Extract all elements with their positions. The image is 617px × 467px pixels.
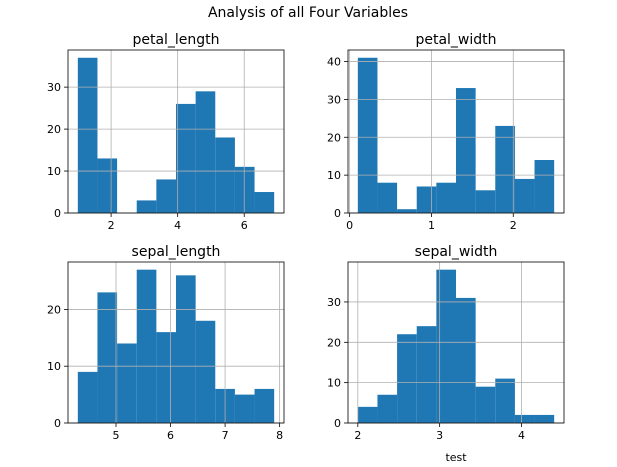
axes-title: petal_length: [132, 32, 219, 48]
bar: [234, 166, 255, 213]
bar: [397, 334, 417, 423]
bar: [117, 343, 137, 423]
bar: [156, 332, 176, 423]
axes-frame: [67, 261, 285, 424]
bar: [176, 103, 196, 213]
x-tick-label: 6: [241, 219, 248, 232]
bar: [97, 292, 118, 423]
y-tick-label: 20: [47, 303, 61, 316]
bar: [495, 125, 515, 213]
y-tick-label: 10: [327, 169, 341, 182]
bar: [254, 388, 275, 423]
x-tick-label: 1: [428, 219, 435, 232]
y-tick-label: 30: [47, 81, 61, 94]
y-tick-label: 20: [47, 123, 61, 136]
bar: [475, 190, 496, 213]
x-tick-label: 2: [108, 219, 115, 232]
bar: [397, 209, 417, 213]
bar: [377, 182, 398, 213]
bar: [156, 179, 176, 213]
bar: [514, 414, 535, 423]
y-tick-label: 10: [47, 360, 61, 373]
y-tick-label: 0: [334, 207, 341, 220]
x-tick-label: 8: [276, 429, 283, 442]
bar: [254, 192, 275, 213]
bar: [136, 200, 157, 213]
bar: [534, 414, 555, 423]
x-tick-label: 6: [167, 429, 174, 442]
y-tick-label: 0: [54, 417, 61, 430]
y-tick-label: 10: [47, 165, 61, 178]
y-tick-label: 40: [327, 56, 341, 69]
bar: [456, 88, 476, 213]
y-tick-label: 20: [327, 131, 341, 144]
bar: [456, 297, 476, 423]
y-tick-label: 0: [54, 207, 61, 220]
figure-title: Analysis of all Four Variables: [208, 5, 408, 21]
bar: [436, 182, 456, 213]
y-tick-label: 0: [334, 417, 341, 430]
bar: [176, 275, 196, 423]
x-tick-label: 7: [222, 429, 229, 442]
x-tick-label: 4: [518, 429, 525, 442]
bar: [495, 378, 515, 423]
bar: [97, 158, 118, 213]
bar: [195, 320, 216, 423]
axes-frame: [347, 261, 565, 424]
x-tick-label: 4: [174, 219, 181, 232]
bar: [514, 178, 535, 213]
x-tick-label: 5: [113, 429, 120, 442]
y-tick-label: 20: [327, 336, 341, 349]
axes-frame: [67, 49, 285, 214]
axes-title: sepal_length: [132, 244, 221, 260]
x-tick-label: 3: [436, 429, 443, 442]
bar: [136, 269, 157, 423]
bar: [416, 186, 437, 213]
bar: [436, 269, 456, 423]
bar: [77, 371, 98, 423]
bar: [357, 406, 378, 423]
y-tick-label: 10: [327, 377, 341, 390]
bar: [534, 159, 555, 213]
bar: [195, 91, 216, 213]
x-tick-label: 0: [346, 219, 353, 232]
axes-title: sepal_width: [415, 244, 498, 260]
bar: [215, 137, 235, 213]
bar: [416, 326, 437, 423]
x-tick-label: 2: [510, 219, 517, 232]
bar: [234, 394, 255, 423]
axes-frame: [347, 49, 565, 214]
x-tick-label: 2: [354, 429, 361, 442]
y-tick-label: 30: [327, 296, 341, 309]
bar: [377, 394, 398, 423]
bar: [475, 386, 496, 423]
bar: [357, 57, 378, 214]
x-axis-label: test: [445, 451, 467, 464]
axes-title: petal_width: [415, 32, 496, 48]
bar: [77, 57, 98, 214]
y-tick-label: 30: [327, 93, 341, 106]
